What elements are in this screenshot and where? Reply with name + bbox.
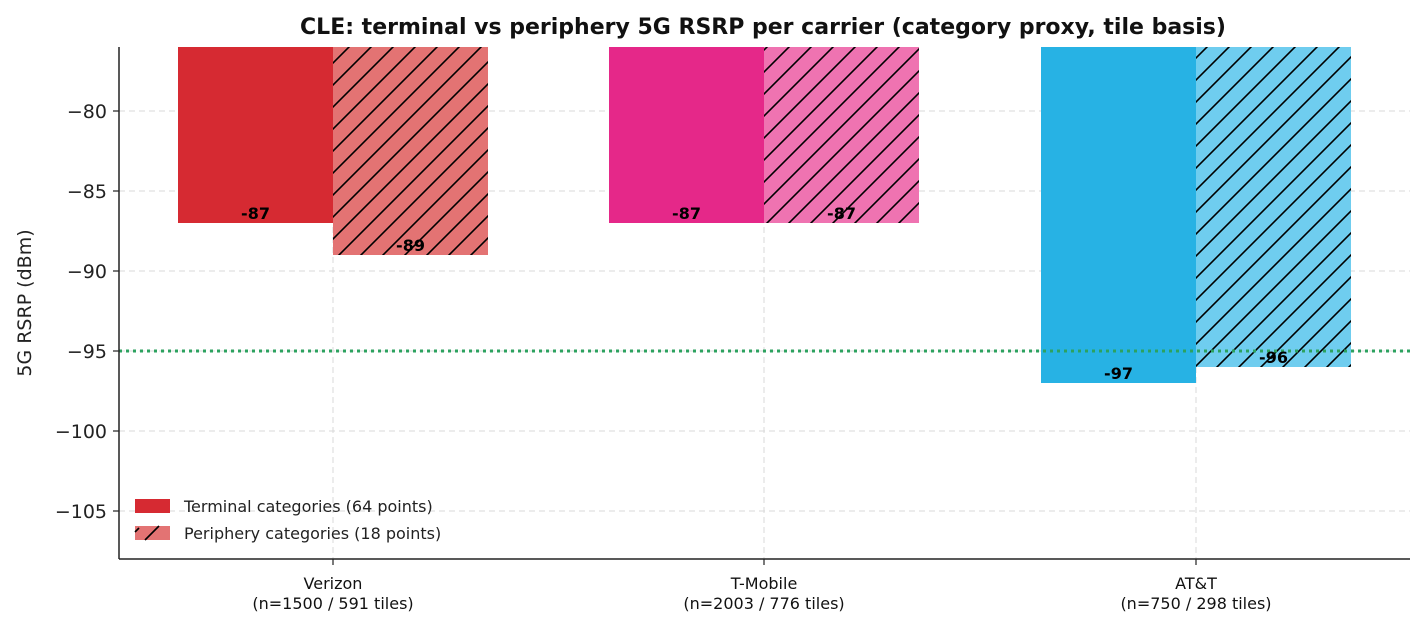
bar-verizon-terminal [178, 47, 333, 223]
y-tick-label: −95 [67, 341, 107, 363]
bar-hatch [333, 47, 488, 255]
y-axis-label: 5G RSRP (dBm) [14, 229, 36, 376]
bar-tmobile-terminal [609, 47, 764, 223]
x-tick-sublabel: (n=2003 / 776 tiles) [683, 594, 844, 613]
x-tick-label: AT&T [1175, 574, 1217, 593]
x-tick-sublabel: (n=1500 / 591 tiles) [252, 594, 413, 613]
x-tick-label: Verizon [304, 574, 363, 593]
data-label: -87 [241, 204, 270, 223]
x-tick-sublabel: (n=750 / 298 tiles) [1120, 594, 1271, 613]
data-label: -87 [672, 204, 701, 223]
y-tick-label: −80 [67, 101, 107, 123]
bar-att-terminal [1041, 47, 1196, 383]
legend-swatch [135, 499, 170, 513]
y-tick-label: −85 [67, 181, 107, 203]
y-tick-label: −100 [55, 421, 107, 443]
data-label: -87 [827, 204, 856, 223]
data-label: -96 [1259, 348, 1288, 367]
legend-label: Terminal categories (64 points) [183, 497, 433, 516]
legend-label: Periphery categories (18 points) [184, 524, 441, 543]
chart-title: CLE: terminal vs periphery 5G RSRP per c… [300, 15, 1226, 40]
legend-hatch-mark [134, 527, 140, 533]
y-tick-label: −90 [67, 261, 107, 283]
data-label: -89 [396, 236, 425, 255]
y-tick-label: −105 [55, 501, 107, 523]
bar-hatch [764, 47, 919, 223]
data-label: -97 [1104, 364, 1133, 383]
bar-hatch [1196, 47, 1351, 367]
x-tick-label: T-Mobile [730, 574, 798, 593]
legend-hatch-mark [144, 525, 160, 541]
